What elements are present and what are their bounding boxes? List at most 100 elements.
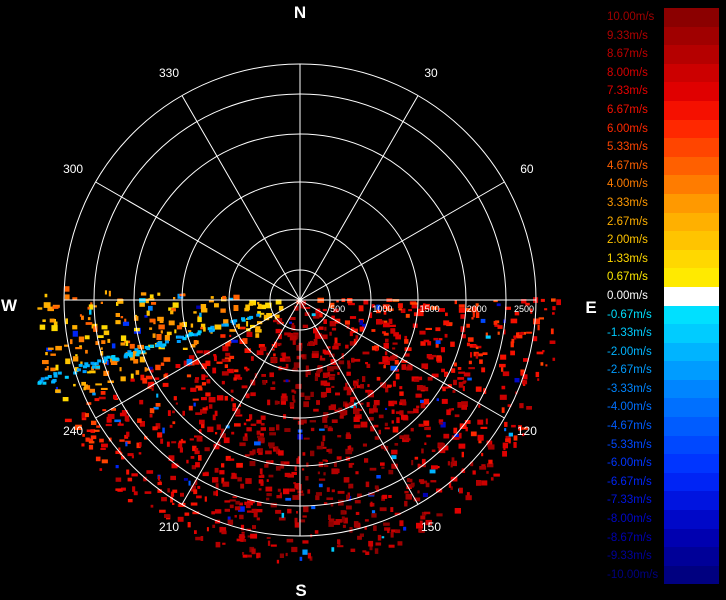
velocity-cell [392, 426, 399, 433]
velocity-cell [257, 311, 261, 317]
legend-entry: -6.67m/s [604, 472, 722, 492]
velocity-cell [376, 309, 381, 314]
velocity-cell [375, 542, 382, 546]
velocity-cell [292, 340, 296, 345]
velocity-cell [419, 330, 426, 335]
velocity-cell [462, 386, 465, 392]
velocity-cell [345, 382, 348, 388]
velocity-cell [278, 305, 284, 311]
velocity-cell [360, 421, 368, 428]
velocity-cell [201, 308, 208, 313]
velocity-cell [355, 511, 360, 515]
velocity-cell [269, 372, 274, 378]
velocity-cell [347, 362, 351, 369]
velocity-cell [435, 340, 441, 344]
velocity-cell [171, 463, 178, 469]
velocity-cell [250, 324, 255, 328]
velocity-cell [195, 412, 202, 415]
velocity-cell [197, 317, 202, 323]
velocity-cell [179, 322, 185, 326]
velocity-cell [461, 334, 466, 339]
velocity-cell [155, 344, 159, 348]
velocity-cell [209, 404, 213, 409]
velocity-cell [380, 462, 385, 466]
velocity-cell [143, 476, 147, 482]
velocity-cell [324, 326, 327, 331]
velocity-cell [441, 398, 448, 404]
velocity-cell [438, 447, 446, 454]
velocity-cell [170, 496, 173, 503]
velocity-cell [84, 362, 89, 366]
velocity-cell [366, 402, 370, 407]
legend-label: -8.67m/s [607, 531, 652, 544]
legend-label: 4.67m/s [607, 159, 648, 172]
velocity-cell [321, 394, 326, 398]
velocity-cell [399, 399, 406, 403]
velocity-cell [420, 479, 425, 485]
legend-label: 0.67m/s [607, 271, 648, 284]
velocity-cell [421, 363, 429, 369]
velocity-cell [202, 407, 208, 411]
velocity-cell [433, 337, 439, 341]
velocity-cell [413, 312, 419, 317]
velocity-cell [299, 556, 303, 561]
velocity-cell [330, 502, 334, 507]
velocity-cell [98, 396, 106, 400]
velocity-cell [486, 471, 489, 474]
velocity-cell [488, 444, 495, 450]
velocity-cell [249, 299, 256, 306]
velocity-cell [420, 341, 426, 346]
velocity-cell [188, 480, 191, 486]
velocity-cell [394, 512, 401, 516]
velocity-cell [481, 452, 484, 457]
legend-swatch [664, 26, 719, 46]
velocity-cell [472, 312, 475, 318]
velocity-cell [258, 303, 262, 309]
velocity-cell [338, 499, 344, 506]
velocity-cell [363, 299, 369, 305]
velocity-cell [303, 401, 309, 408]
velocity-cell [422, 492, 428, 498]
velocity-cell [260, 415, 266, 420]
velocity-cell [530, 308, 533, 314]
velocity-cell [475, 303, 479, 307]
velocity-cell [93, 326, 98, 332]
legend-swatch [664, 472, 719, 492]
velocity-cell [431, 465, 438, 470]
velocity-cell [124, 318, 127, 325]
legend-label: 2.67m/s [607, 215, 648, 228]
velocity-cell [337, 539, 341, 545]
velocity-cell [354, 500, 361, 504]
velocity-cell [137, 418, 142, 423]
velocity-cell [362, 550, 367, 553]
velocity-cell [303, 506, 309, 513]
velocity-cell [394, 443, 399, 446]
velocity-cell [227, 516, 231, 521]
velocity-cell [177, 516, 184, 522]
velocity-cell [216, 424, 221, 430]
velocity-cell [399, 386, 403, 390]
velocity-cell [357, 408, 363, 411]
velocity-cell [287, 508, 292, 514]
velocity-cell [431, 373, 439, 378]
velocity-cell [417, 463, 421, 469]
velocity-cell [318, 326, 324, 330]
velocity-cell [65, 318, 68, 325]
velocity-cell [176, 325, 183, 330]
velocity-cell [323, 472, 326, 476]
velocity-cell [241, 385, 248, 389]
velocity-cell [310, 427, 315, 432]
velocity-cell [389, 324, 396, 327]
velocity-cell [419, 530, 425, 533]
velocity-cell [79, 314, 82, 317]
velocity-cell [395, 334, 401, 340]
velocity-cell [177, 442, 183, 449]
velocity-cell [159, 509, 166, 513]
velocity-cell [100, 301, 103, 304]
velocity-cell [264, 464, 269, 468]
velocity-cell [269, 427, 275, 432]
velocity-cell [383, 522, 390, 526]
velocity-cell [270, 502, 277, 508]
velocity-cell [196, 305, 201, 309]
velocity-cell [205, 392, 211, 397]
